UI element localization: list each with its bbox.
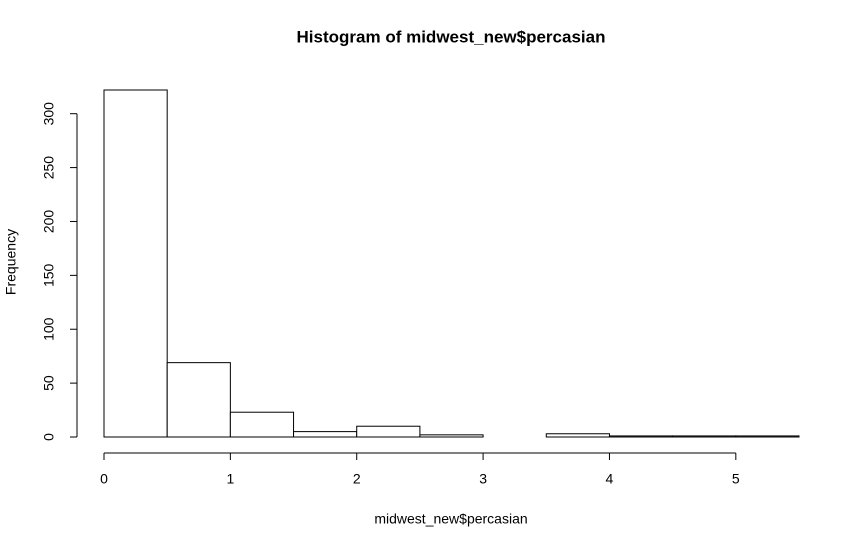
y-tick-label: 100 [41,317,57,341]
chart-title: Histogram of midwest_new$percasian [297,27,606,46]
y-tick-label: 50 [41,375,57,391]
bar [608,435,674,438]
bar [229,411,295,438]
bar [356,425,421,438]
bar [545,433,610,438]
x-tick-label: 5 [732,471,740,487]
y-tick-label: 0 [41,433,57,441]
x-tick-label: 1 [226,471,234,487]
x-tick-label: 4 [606,471,614,487]
y-axis-label: Frequency [3,229,19,295]
y-tick-label: 150 [41,263,57,287]
bar [735,435,800,438]
y-tick-label: 250 [41,156,57,180]
bar [293,431,358,438]
x-tick-label: 3 [479,471,487,487]
bar [419,434,484,438]
x-axis-label: midwest_new$percasian [374,511,527,527]
bar [672,435,737,438]
bar [166,362,231,438]
y-tick-label: 200 [41,210,57,234]
x-tick-label: 2 [353,471,361,487]
bar [103,89,168,438]
x-tick-label: 0 [100,471,108,487]
y-tick-label: 300 [41,102,57,126]
